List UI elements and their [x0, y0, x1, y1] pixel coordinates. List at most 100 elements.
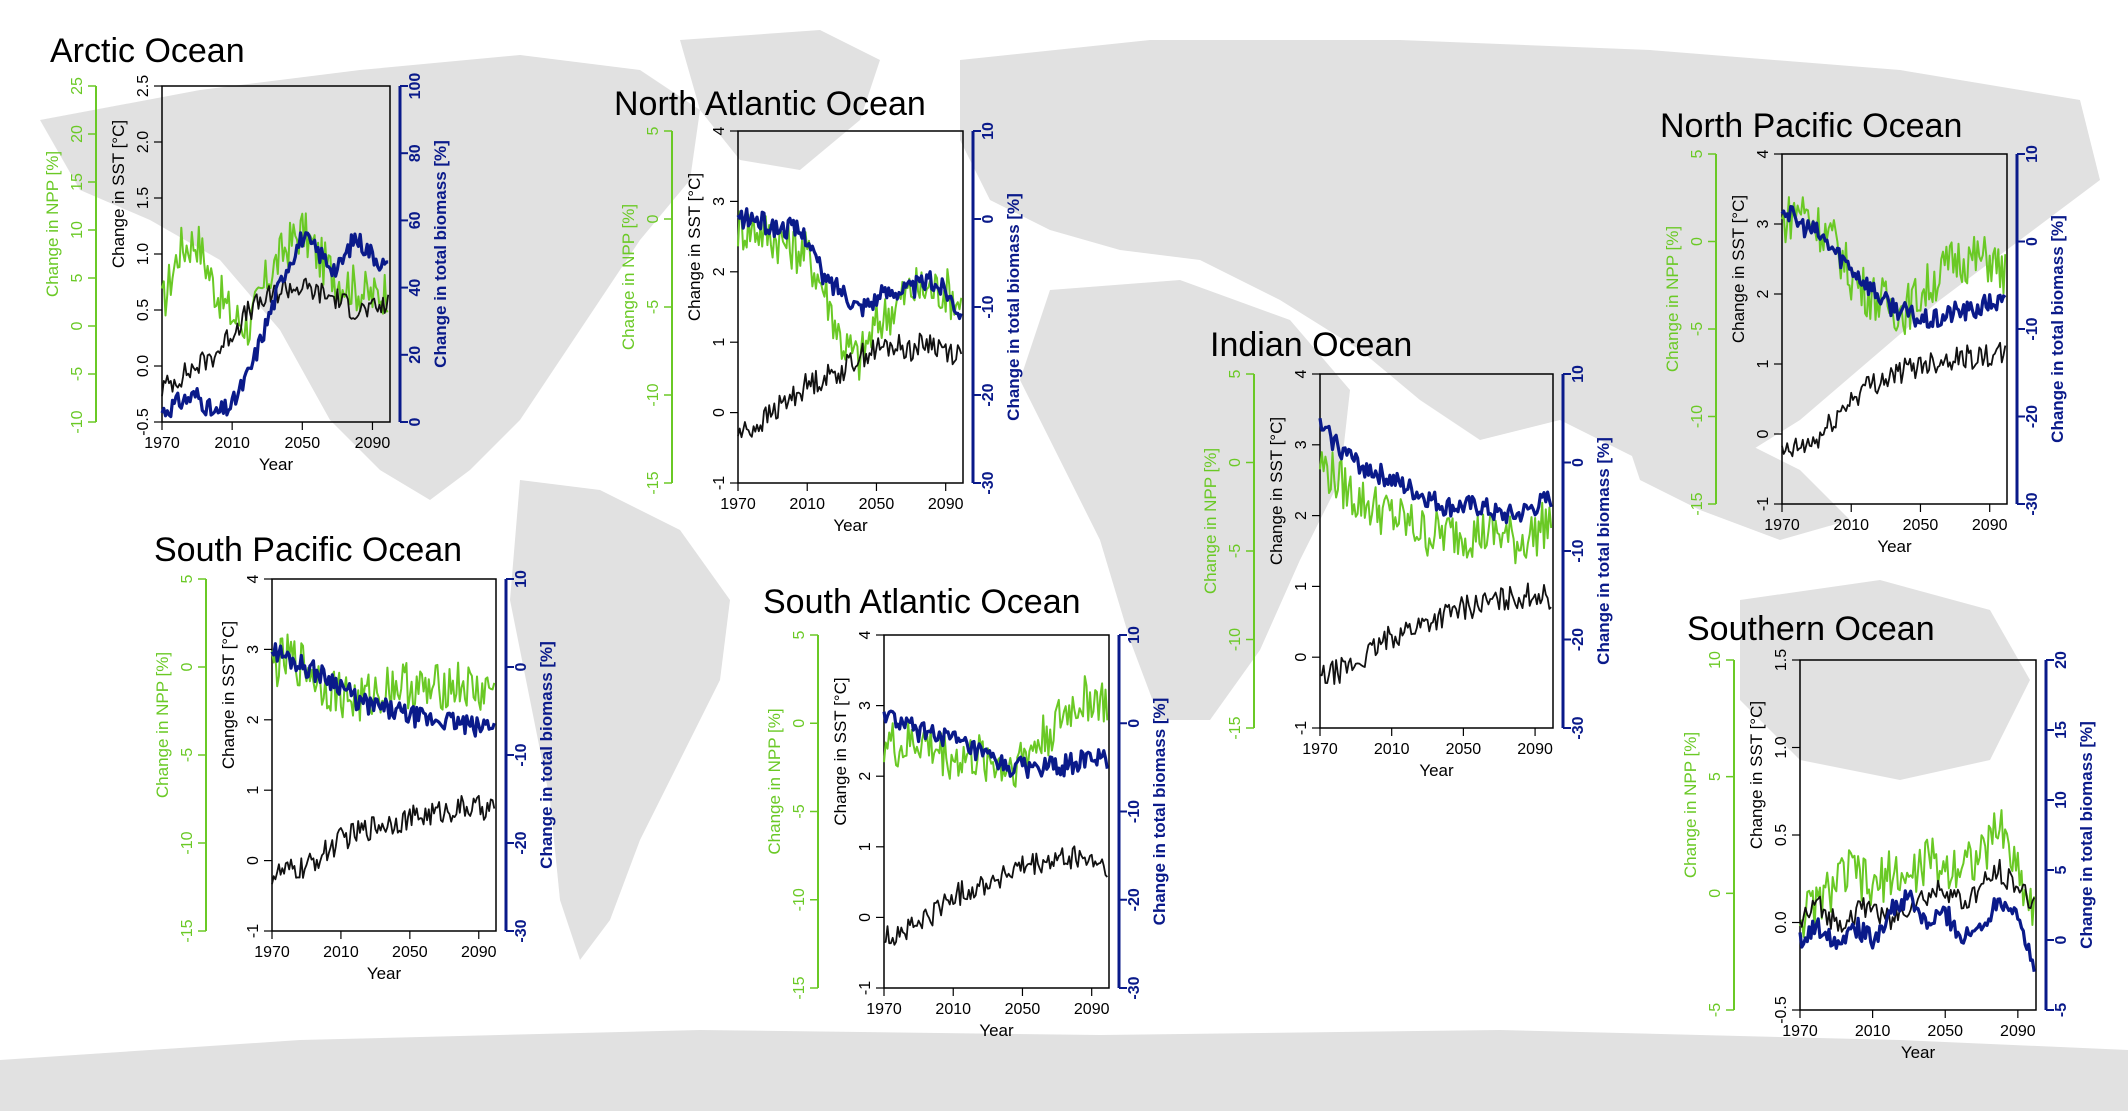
- sst-tick-label: 3: [711, 197, 728, 206]
- biomass-tick-label: 0: [1570, 458, 1587, 467]
- npp-tick-label: -5: [1227, 544, 1244, 558]
- panel-title: North Atlantic Ocean: [614, 85, 926, 123]
- sst-tick-label: 3: [1755, 219, 1772, 228]
- sst-tick-label: 0: [1755, 429, 1772, 438]
- biomass-series-line: [1798, 889, 2036, 973]
- npp-tick-label: 20: [69, 125, 86, 143]
- antarctica-landmass: [0, 1030, 2128, 1111]
- x-axis-label: Year: [1901, 1043, 1936, 1062]
- npp-tick-label: 0: [1707, 889, 1724, 898]
- biomass-tick-label: -20: [1126, 888, 1143, 911]
- plot-frame: [737, 130, 964, 484]
- npp-tick-label: 5: [791, 630, 808, 639]
- x-tick-label: 2090: [2000, 1023, 2036, 1040]
- sst-tick-label: 4: [857, 630, 874, 639]
- biomass-tick-label: -30: [513, 919, 530, 942]
- biomass-tick-label: 0: [980, 214, 997, 223]
- npp-tick-label: 10: [1707, 651, 1724, 669]
- sst-axis-label: Change in SST [°C]: [1267, 417, 1286, 565]
- biomass-tick-label: -10: [980, 295, 997, 318]
- x-axis-label: Year: [1419, 761, 1454, 780]
- npp-tick-label: 5: [1707, 772, 1724, 781]
- x-tick-label: 1970: [1764, 517, 1800, 534]
- biomass-tick-label: 0: [2024, 237, 2041, 246]
- biomass-tick-label: -30: [2024, 492, 2041, 515]
- npp-tick-label: 25: [69, 77, 86, 95]
- sst-tick-label: 4: [245, 574, 262, 583]
- biomass-tick-label: 10: [980, 122, 997, 140]
- sst-tick-label: 1.0: [1773, 736, 1790, 758]
- sst-tick-label: -1: [857, 981, 874, 995]
- sst-series-line: [883, 845, 1108, 946]
- biomass-axis-label: Change in total biomass [%]: [1594, 437, 1613, 665]
- biomass-axis-label: Change in total biomass [%]: [2048, 215, 2067, 443]
- biomass-series-line: [160, 231, 389, 419]
- biomass-series-line: [736, 207, 963, 321]
- npp-tick-label: 0: [69, 321, 86, 330]
- x-axis-label: Year: [367, 964, 402, 983]
- npp-tick-label: -15: [179, 919, 196, 942]
- biomass-tick-label: 10: [2024, 145, 2041, 163]
- npp-tick-label: 0: [1689, 237, 1706, 246]
- sst-tick-label: 1: [1293, 582, 1310, 591]
- npp-tick-label: -5: [1689, 322, 1706, 336]
- panel-title: South Atlantic Ocean: [763, 583, 1081, 621]
- sst-tick-label: 0: [245, 856, 262, 865]
- npp-axis-label: Change in NPP [%]: [1201, 448, 1220, 594]
- npp-tick-label: -5: [69, 367, 86, 381]
- sst-series-line: [161, 277, 390, 397]
- npp-tick-label: 0: [791, 719, 808, 728]
- sst-tick-label: 0: [857, 913, 874, 922]
- npp-axis-label: Change in NPP [%]: [1681, 732, 1700, 878]
- africa-landmass: [1020, 280, 1350, 720]
- biomass-axis-label: Change in total biomass [%]: [1004, 193, 1023, 421]
- npp-series-line: [883, 675, 1109, 788]
- sst-tick-label: 3: [857, 701, 874, 710]
- x-tick-label: 1970: [1302, 741, 1338, 758]
- biomass-series-line: [1318, 417, 1553, 525]
- biomass-series-line: [882, 709, 1109, 780]
- greenland-landmass: [680, 30, 880, 170]
- x-tick-label: 2050: [1927, 1023, 1963, 1040]
- biomass-tick-label: 0: [1126, 719, 1143, 728]
- sst-axis-label: Change in SST [°C]: [831, 677, 850, 825]
- sst-tick-label: 0: [711, 408, 728, 417]
- npp-tick-label: 5: [645, 126, 662, 135]
- npp-tick-label: -10: [1227, 628, 1244, 651]
- biomass-tick-label: -10: [513, 743, 530, 766]
- sst-tick-label: 2: [857, 772, 874, 781]
- npp-tick-label: 5: [1227, 369, 1244, 378]
- x-tick-label: 2050: [1005, 1001, 1041, 1018]
- npp-tick-label: -10: [1689, 405, 1706, 428]
- x-tick-label: 2010: [789, 496, 825, 513]
- x-axis-label: Year: [979, 1021, 1014, 1040]
- sst-tick-label: 0.0: [135, 355, 152, 377]
- panel-title: Southern Ocean: [1687, 610, 1935, 648]
- sst-tick-label: 2.0: [135, 131, 152, 153]
- npp-tick-label: 5: [1689, 149, 1706, 158]
- sst-tick-label: 0: [1293, 653, 1310, 662]
- sst-tick-label: 1.5: [135, 187, 152, 209]
- x-axis-label: Year: [833, 516, 868, 535]
- sst-tick-label: 4: [1755, 149, 1772, 158]
- x-tick-label: 2050: [392, 944, 428, 961]
- npp-tick-label: 5: [69, 273, 86, 282]
- biomass-tick-label: 80: [407, 144, 424, 162]
- southeast-asia-landmass: [1620, 420, 1850, 540]
- npp-tick-label: 0: [1227, 458, 1244, 467]
- panel-title: Indian Ocean: [1210, 326, 1412, 364]
- sst-tick-label: 4: [1293, 369, 1310, 378]
- x-tick-label: 1970: [720, 496, 756, 513]
- biomass-tick-label: 100: [407, 73, 424, 100]
- npp-axis-label: Change in NPP [%]: [1663, 226, 1682, 372]
- sst-tick-label: 0.0: [1773, 911, 1790, 933]
- biomass-tick-label: -10: [1570, 539, 1587, 562]
- biomass-tick-label: -10: [2024, 317, 2041, 340]
- npp-series-line: [737, 210, 963, 381]
- biomass-tick-label: -20: [513, 831, 530, 854]
- panel-title: South Pacific Ocean: [154, 531, 462, 569]
